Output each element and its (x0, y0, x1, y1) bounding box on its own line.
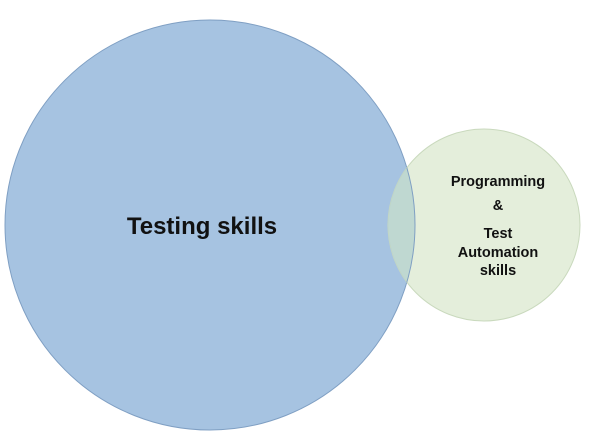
automation-label-line-1: Programming (451, 174, 545, 190)
automation-label-line-2: & (493, 198, 504, 214)
automation-label-line-3: Test (484, 226, 513, 242)
automation-label-line-5: skills (480, 263, 516, 279)
testing-skills-outline (388, 129, 416, 321)
automation-label-line-4: Automation (458, 245, 539, 261)
automation-skills-circle (387, 128, 581, 322)
testing-skills-label: Testing skills (127, 213, 277, 240)
